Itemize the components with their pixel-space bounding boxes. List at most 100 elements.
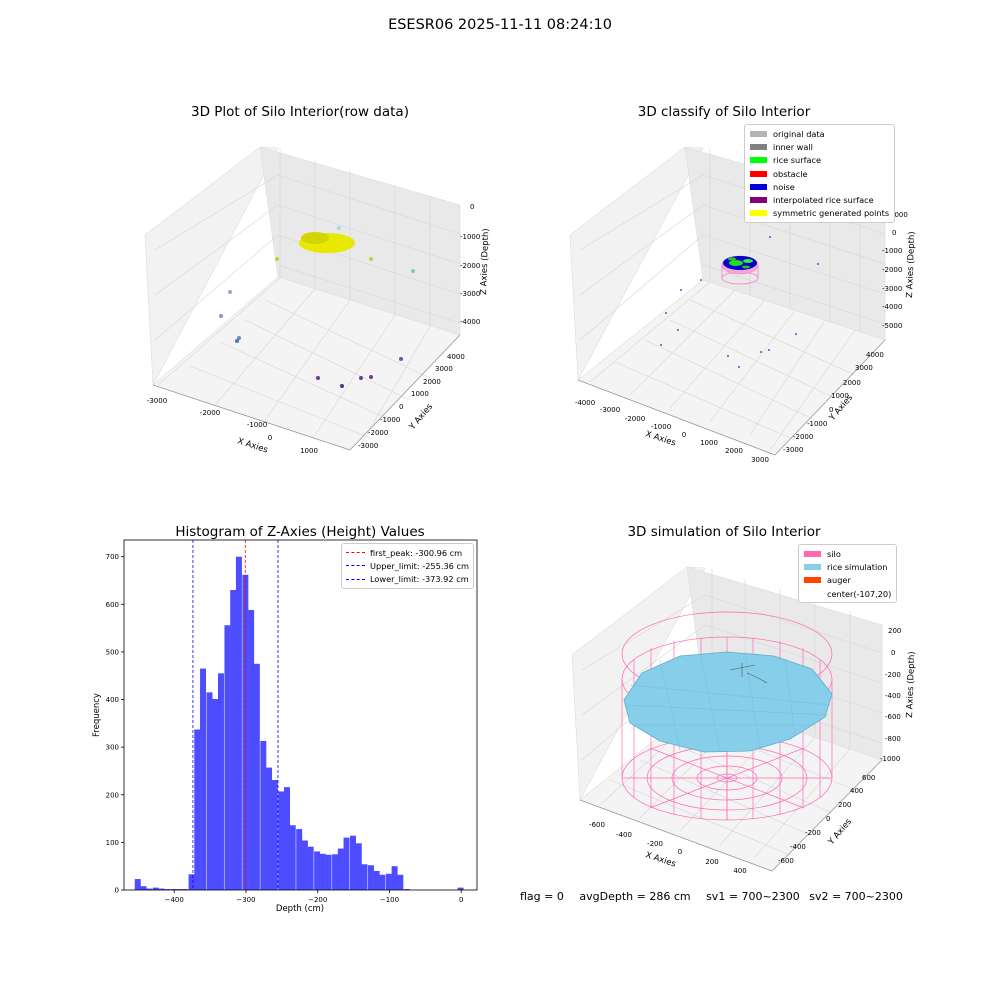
histogram-bar <box>403 889 410 890</box>
legend-dash <box>346 552 365 554</box>
panel1-xtick: -1000 <box>247 421 267 429</box>
panel2-noise-point <box>680 289 682 291</box>
legend-item-rice-simulation: rice simulation <box>804 560 891 573</box>
panel2-xtick: 0 <box>682 431 686 439</box>
legend-swatch <box>750 143 767 150</box>
histogram-xtick: −300 <box>236 896 255 904</box>
legend-item-obstacle: obstacle <box>750 167 889 180</box>
histogram-bar <box>325 854 332 890</box>
legend-label: Upper_limit: -255.36 cm <box>370 560 469 571</box>
legend-label: symmetric generated points <box>773 208 890 219</box>
histogram-bar <box>307 846 314 890</box>
histogram-bar <box>140 886 147 890</box>
histogram-yticks: 0 100 200 300 400 500 600 700 <box>106 553 124 895</box>
panel2-xtick: -3000 <box>600 406 620 414</box>
histogram-bar <box>248 610 255 890</box>
histogram-bar <box>217 673 224 890</box>
legend-item-noise: noise <box>750 180 889 193</box>
panel2-ytick: 0 <box>829 406 833 414</box>
panel4-ztick: 200 <box>888 627 901 635</box>
avg-depth-text: avgDepth = 286 cm <box>579 890 691 903</box>
histogram-bar <box>194 729 201 890</box>
histogram-bar <box>379 874 386 890</box>
legend-label: rice simulation <box>827 561 888 572</box>
legend-item-inner-wall: inner wall <box>750 140 889 153</box>
panel2-noise-point <box>795 333 797 335</box>
legend-item-interpolated: interpolated rice surface <box>750 193 889 206</box>
panel2-noise-point <box>769 236 771 238</box>
histogram-ytick: 0 <box>115 887 119 895</box>
histogram-frame <box>123 539 478 891</box>
panel1-xlabel: X Axies <box>236 436 269 455</box>
panel1-point <box>337 226 341 230</box>
panel2-ytick: 1000 <box>831 392 849 400</box>
histogram-plot: −400 −300 −200 −100 0 0 100 200 300 400 500 600 700… <box>92 539 478 914</box>
legend-label: noise <box>773 181 795 192</box>
panel1-title: 3D Plot of Silo Interior(row data) <box>191 104 409 120</box>
legend-label: interpolated rice surface <box>773 195 874 206</box>
panel1-ytick: -1000 <box>380 416 400 424</box>
histogram-bar <box>385 873 392 890</box>
panel1-point <box>369 257 373 261</box>
panel1-point <box>359 376 363 380</box>
histogram-bar <box>164 889 171 890</box>
legend-item-symmetric: symmetric generated points <box>750 207 889 220</box>
histogram-bar <box>296 829 303 890</box>
panel2-ytick: -1000 <box>807 420 827 428</box>
histogram-bar <box>319 853 326 890</box>
panel1-point <box>316 376 320 380</box>
histogram-bar <box>278 791 285 890</box>
histogram-ytick: 500 <box>106 648 119 656</box>
panel4-ztick: -1000 <box>880 755 900 763</box>
panel2-ztick: -2000 <box>882 266 902 274</box>
legend-item-center: center(-107,20) <box>804 587 891 600</box>
panel4-ytick: 400 <box>850 787 863 795</box>
legend-label: obstacle <box>773 168 808 179</box>
panel4-ytick: -400 <box>790 843 806 851</box>
histogram-bar <box>332 854 339 890</box>
panel2-ztick: 0 <box>892 229 896 237</box>
panel1-ztick: -4000 <box>460 318 480 326</box>
panel4-ytick: 0 <box>826 815 830 823</box>
legend-swatch <box>804 577 821 584</box>
histogram-xtick: −400 <box>165 896 184 904</box>
panel2-noise-point <box>727 355 729 357</box>
panel2-silo-cluster <box>721 255 759 285</box>
panel2-noise-point <box>660 344 662 346</box>
histogram-xtick: 0 <box>459 896 463 904</box>
histogram-bar <box>397 874 404 890</box>
panel1-plot: -3000 -2000 -1000 0 1000 X Axies -3000 -… <box>144 146 490 456</box>
panel4-xtick: -600 <box>589 821 605 829</box>
status-footer: flag = 0 avgDepth = 286 cm sv1 = 700~230… <box>520 890 915 903</box>
panel2-ytick: 3000 <box>855 364 873 372</box>
histogram-bar <box>266 767 273 890</box>
panel4-ztick: -800 <box>885 735 901 743</box>
panel1-zlabel: Z Axies (Depth) <box>479 228 490 295</box>
panel1-xtick: 1000 <box>300 447 318 455</box>
panel4-xtick: 200 <box>705 858 718 866</box>
legend-label: auger <box>827 575 851 586</box>
panel1-ytick: 4000 <box>447 353 465 361</box>
panel1-point <box>369 375 373 379</box>
panel2-ztick: -1000 <box>882 247 902 255</box>
histogram-bar <box>260 740 267 890</box>
panel2-ytick: 2000 <box>843 379 861 387</box>
panel2-xtick: -2000 <box>625 415 645 423</box>
legend-swatch <box>750 197 767 204</box>
histogram-bar <box>284 787 290 890</box>
histogram-bar <box>152 887 159 890</box>
histogram-bar <box>146 888 153 890</box>
panel4-xlabel: X Axies <box>644 850 677 869</box>
histogram-bar <box>361 864 368 890</box>
panel2-ytick: 4000 <box>866 351 884 359</box>
histogram-bar <box>200 668 207 890</box>
panel2-noise-point <box>677 329 679 331</box>
panel4-rice-surface <box>623 651 833 753</box>
sv1-text: sv1 = 700~2300 <box>706 890 800 903</box>
panel1-ytick: 3000 <box>435 365 453 373</box>
panel1-point <box>399 357 403 361</box>
panel2-legend: original data inner wall rice surface ob… <box>744 124 896 224</box>
histogram-xticks: −400 −300 −200 −100 0 <box>165 890 463 904</box>
panel2-xtick: 1000 <box>700 439 718 447</box>
panel2-noise-point <box>665 312 667 314</box>
